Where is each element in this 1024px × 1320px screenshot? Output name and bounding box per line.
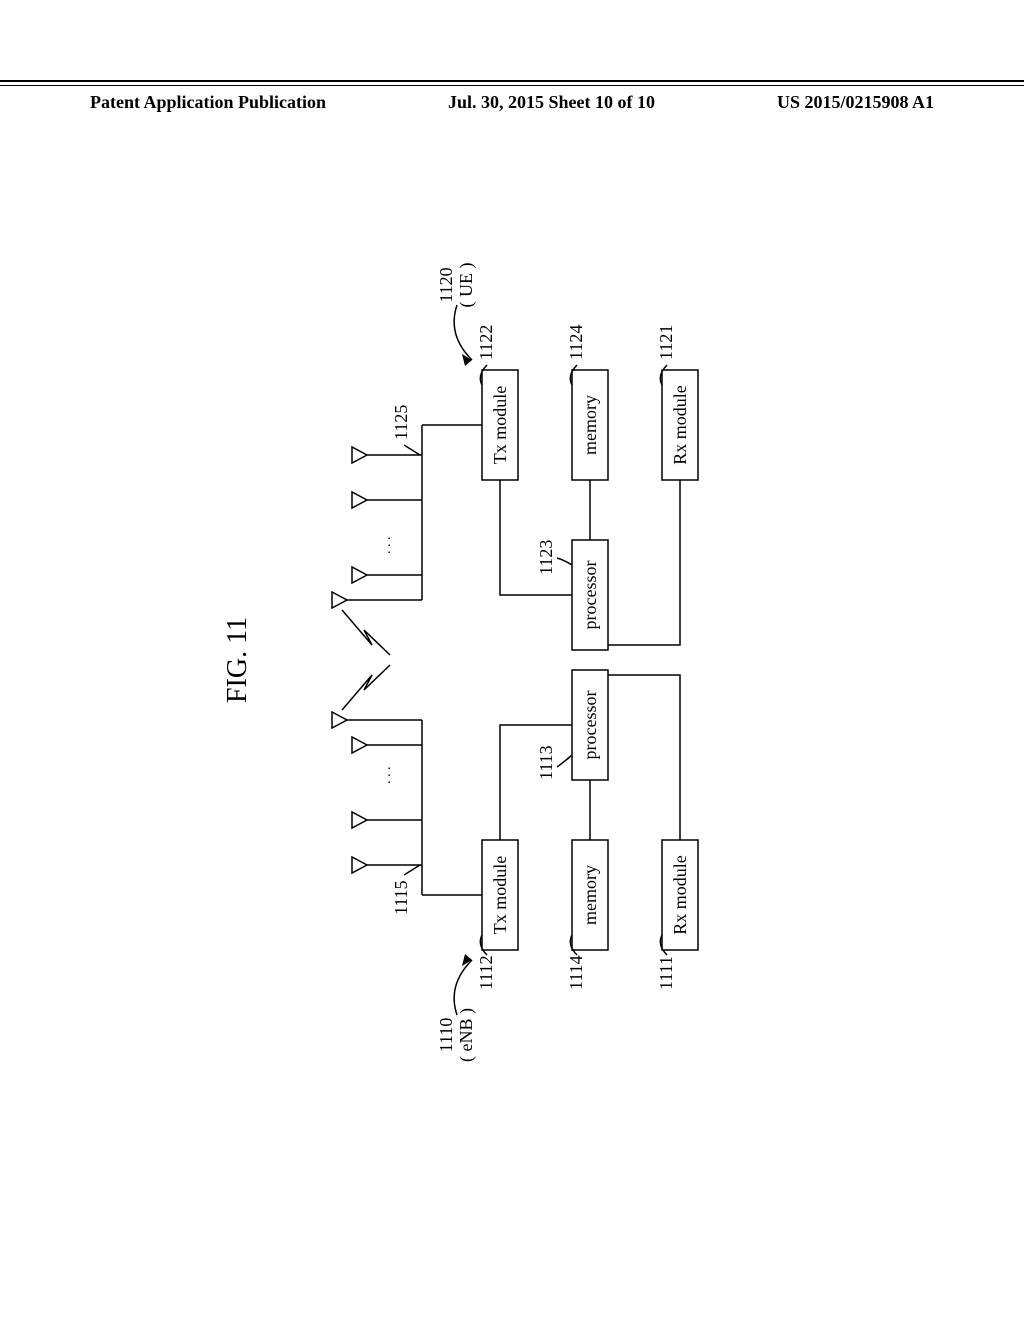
ue-proc-label: processor [580,561,600,630]
ue-ref-leader [454,305,472,360]
ue-ant-ref: 1125 [391,405,411,440]
enb-ref-leader [454,960,472,1015]
block-diagram: 1110 ( eNB ) Tx module 1112 memory 1114 … [272,250,792,1070]
ue-ref: 1120 [436,267,456,302]
header-center: Jul. 30, 2015 Sheet 10 of 10 [448,92,655,113]
header-right: US 2015/0215908 A1 [777,92,934,113]
figure-11: FIG. 11 1110 ( eNB ) Tx module 1112 memo… [232,250,792,1070]
ue-ref-arrowhead [462,354,472,366]
enb-tx-wire [500,725,572,840]
enb-antennas: . . . [332,712,482,895]
enb-rx-ref: 1111 [656,956,676,990]
enb-proc-label: processor [580,691,600,760]
enb-ant-leader [404,865,420,875]
enb-mem-label: memory [580,865,600,925]
svg-text:. . .: . . . [379,537,394,555]
enb-tx-label: Tx module [490,856,510,935]
page-header: Patent Application Publication Jul. 30, … [0,80,1024,113]
figure-title: FIG. 11 [222,617,254,703]
ue-rx-wire [608,480,680,645]
enb-mem-ref: 1114 [566,955,586,990]
enb-ant-ref: 1115 [391,880,411,915]
enb-proc-leader [557,755,572,767]
enb-ref: 1110 [436,1018,456,1053]
ue-mem-label: memory [580,395,600,455]
enb-ref-sub: ( eNB ) [456,1008,477,1062]
enb-rx-label: Rx module [670,855,690,935]
ue-mem-ref: 1124 [566,325,586,360]
ue-tx-wire [500,480,572,595]
ue-ref-sub: ( UE ) [456,263,477,308]
enb-tx-ref: 1112 [476,955,496,990]
enb-ref-arrowhead [462,954,472,966]
ue-tx-ref: 1122 [476,325,496,360]
svg-text:. . .: . . . [379,767,394,785]
ue-rx-label: Rx module [670,385,690,465]
enb-proc-ref: 1113 [536,745,556,780]
ue-ant-leader [404,445,420,455]
ue-proc-ref: 1123 [536,540,556,575]
ue-rx-ref: 1121 [656,325,676,360]
ue-tx-label: Tx module [490,386,510,465]
wireless-link-icon [342,610,390,710]
header-left: Patent Application Publication [90,92,326,113]
enb-rx-wire [608,675,680,840]
ue-antennas: . . . [332,425,482,608]
ue-proc-leader [557,558,572,565]
